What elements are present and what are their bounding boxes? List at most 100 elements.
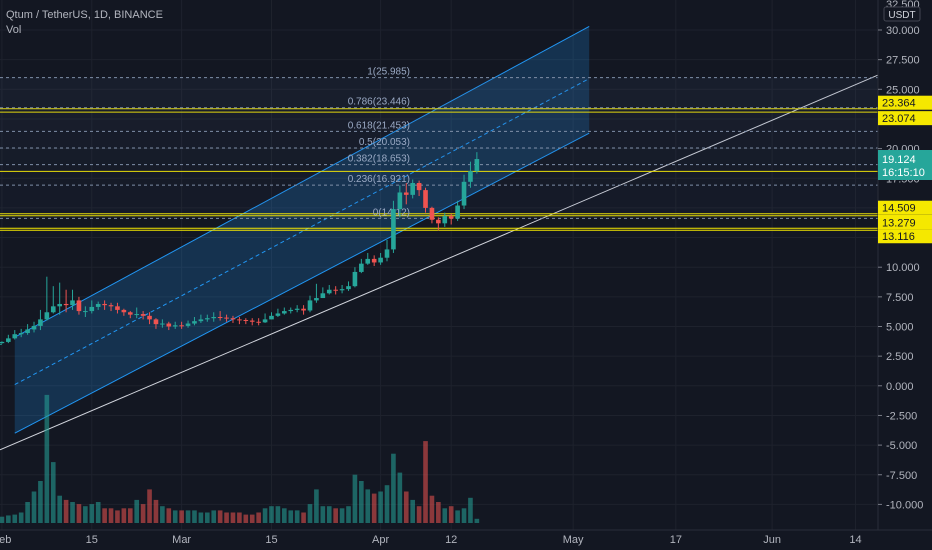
candle-body (76, 300, 82, 312)
time-tick-label: 12 (445, 534, 457, 546)
candle-body (18, 333, 24, 335)
candle-body (6, 338, 11, 342)
volume-bar (378, 491, 383, 523)
volume-bar (204, 512, 210, 523)
candle-body (237, 319, 242, 321)
volume-bar (134, 499, 140, 523)
volume-bar (198, 512, 204, 523)
volume-bar (455, 510, 460, 523)
volume-bar (172, 510, 178, 523)
volume-bar (262, 508, 268, 523)
volume-bar (423, 441, 428, 523)
candle-body (57, 303, 62, 307)
grid-lines (0, 0, 878, 530)
volume-bar (359, 481, 364, 523)
candle-body (185, 323, 191, 326)
volume-bar (44, 394, 50, 523)
volume-bar (224, 512, 229, 523)
volume-bar (288, 510, 294, 523)
candle-body (140, 314, 146, 316)
price-tick-label: -7.500 (886, 470, 917, 482)
volume-bar (76, 504, 82, 523)
candle-body (384, 249, 390, 258)
candle-body (391, 209, 396, 250)
candle-body (160, 323, 165, 325)
candle-body (204, 318, 210, 320)
volume-bar (147, 489, 152, 523)
price-axis[interactable]: -10.000 -7.500 -5.000 -2.500 0.000 2.500 5.000… (877, 0, 932, 550)
candle-body (423, 190, 428, 208)
volume-bar (121, 508, 127, 523)
volume-bar (384, 485, 390, 523)
volume-bar (468, 497, 473, 523)
time-tick-label: 15 (86, 534, 98, 546)
candle-body (89, 306, 95, 312)
candle-body (442, 216, 448, 224)
volume-bar (442, 508, 448, 523)
time-axis[interactable]: Feb 15 Mar 15 Apr 12 May 17 Jun 14 (0, 529, 932, 550)
candle-body (172, 325, 178, 327)
candle-body (282, 311, 287, 314)
level-tag-bg (878, 229, 932, 244)
candle-body (44, 312, 50, 320)
fib-band (0, 131, 878, 148)
candle-body (468, 171, 473, 182)
fib-label-0.618: 0.618(21.453) (348, 120, 410, 131)
volume-bar (365, 489, 371, 523)
currency-label: USDT (888, 10, 915, 21)
candle-body (416, 182, 422, 191)
volume-bar (102, 508, 107, 523)
fib-band (0, 147, 878, 165)
symbol-exchange: BINANCE (114, 9, 163, 21)
time-tick-label: 15 (265, 534, 277, 546)
volume-bar (352, 474, 358, 523)
volume-bar (153, 499, 159, 523)
symbol-name[interactable]: Qtum / TetherUS (6, 9, 88, 21)
volume-bar (108, 508, 114, 523)
symbol-interval[interactable]: 1D (93, 9, 108, 21)
candle-body (333, 289, 338, 291)
volume-indicator-label[interactable]: Vol (6, 24, 22, 36)
candle-body (198, 319, 204, 322)
last-price-label: 19.124 (882, 154, 916, 166)
price-tick-label: -5.000 (886, 440, 917, 452)
volume-bar (314, 489, 319, 523)
fib-band (0, 164, 878, 186)
volume-bar (179, 510, 184, 523)
volume-bar (25, 502, 30, 523)
candle-body (192, 321, 197, 324)
candle-body (275, 313, 281, 316)
price-tick-label: -2.500 (886, 410, 917, 422)
price-tick-label: -10.000 (886, 499, 923, 511)
candle-body (474, 159, 480, 172)
candle-body (307, 300, 313, 311)
candle-body (211, 317, 217, 319)
candle-body (243, 319, 249, 321)
candle-body (288, 309, 294, 312)
header-separator: , (107, 9, 115, 21)
candlesticks (0, 152, 480, 345)
level-tag-bg (878, 111, 932, 126)
volume-bar (115, 510, 120, 523)
volume-bar (326, 506, 332, 523)
volume-bar (38, 481, 43, 523)
volume-bar (31, 491, 37, 523)
level-tag-bg (878, 200, 932, 215)
volume-bar (269, 506, 274, 523)
price-tick-label-top: 32.500 (886, 0, 920, 11)
candle-body (378, 257, 383, 263)
fib-band (0, 77, 878, 108)
level-tag-label: 14.509 (882, 203, 916, 215)
fib-label-0.5: 0.5(20.053) (359, 137, 410, 148)
volume-bar (217, 510, 223, 523)
symbol-header[interactable]: Qtum / TetherUS, 1D, BINANCE (6, 8, 163, 22)
time-tick-label: Apr (372, 534, 389, 546)
volume-bar (237, 512, 242, 523)
time-axis-background (0, 530, 932, 550)
time-tick-label: May (563, 534, 584, 546)
time-tick-label: Feb (0, 534, 11, 546)
candle-body (38, 319, 43, 326)
